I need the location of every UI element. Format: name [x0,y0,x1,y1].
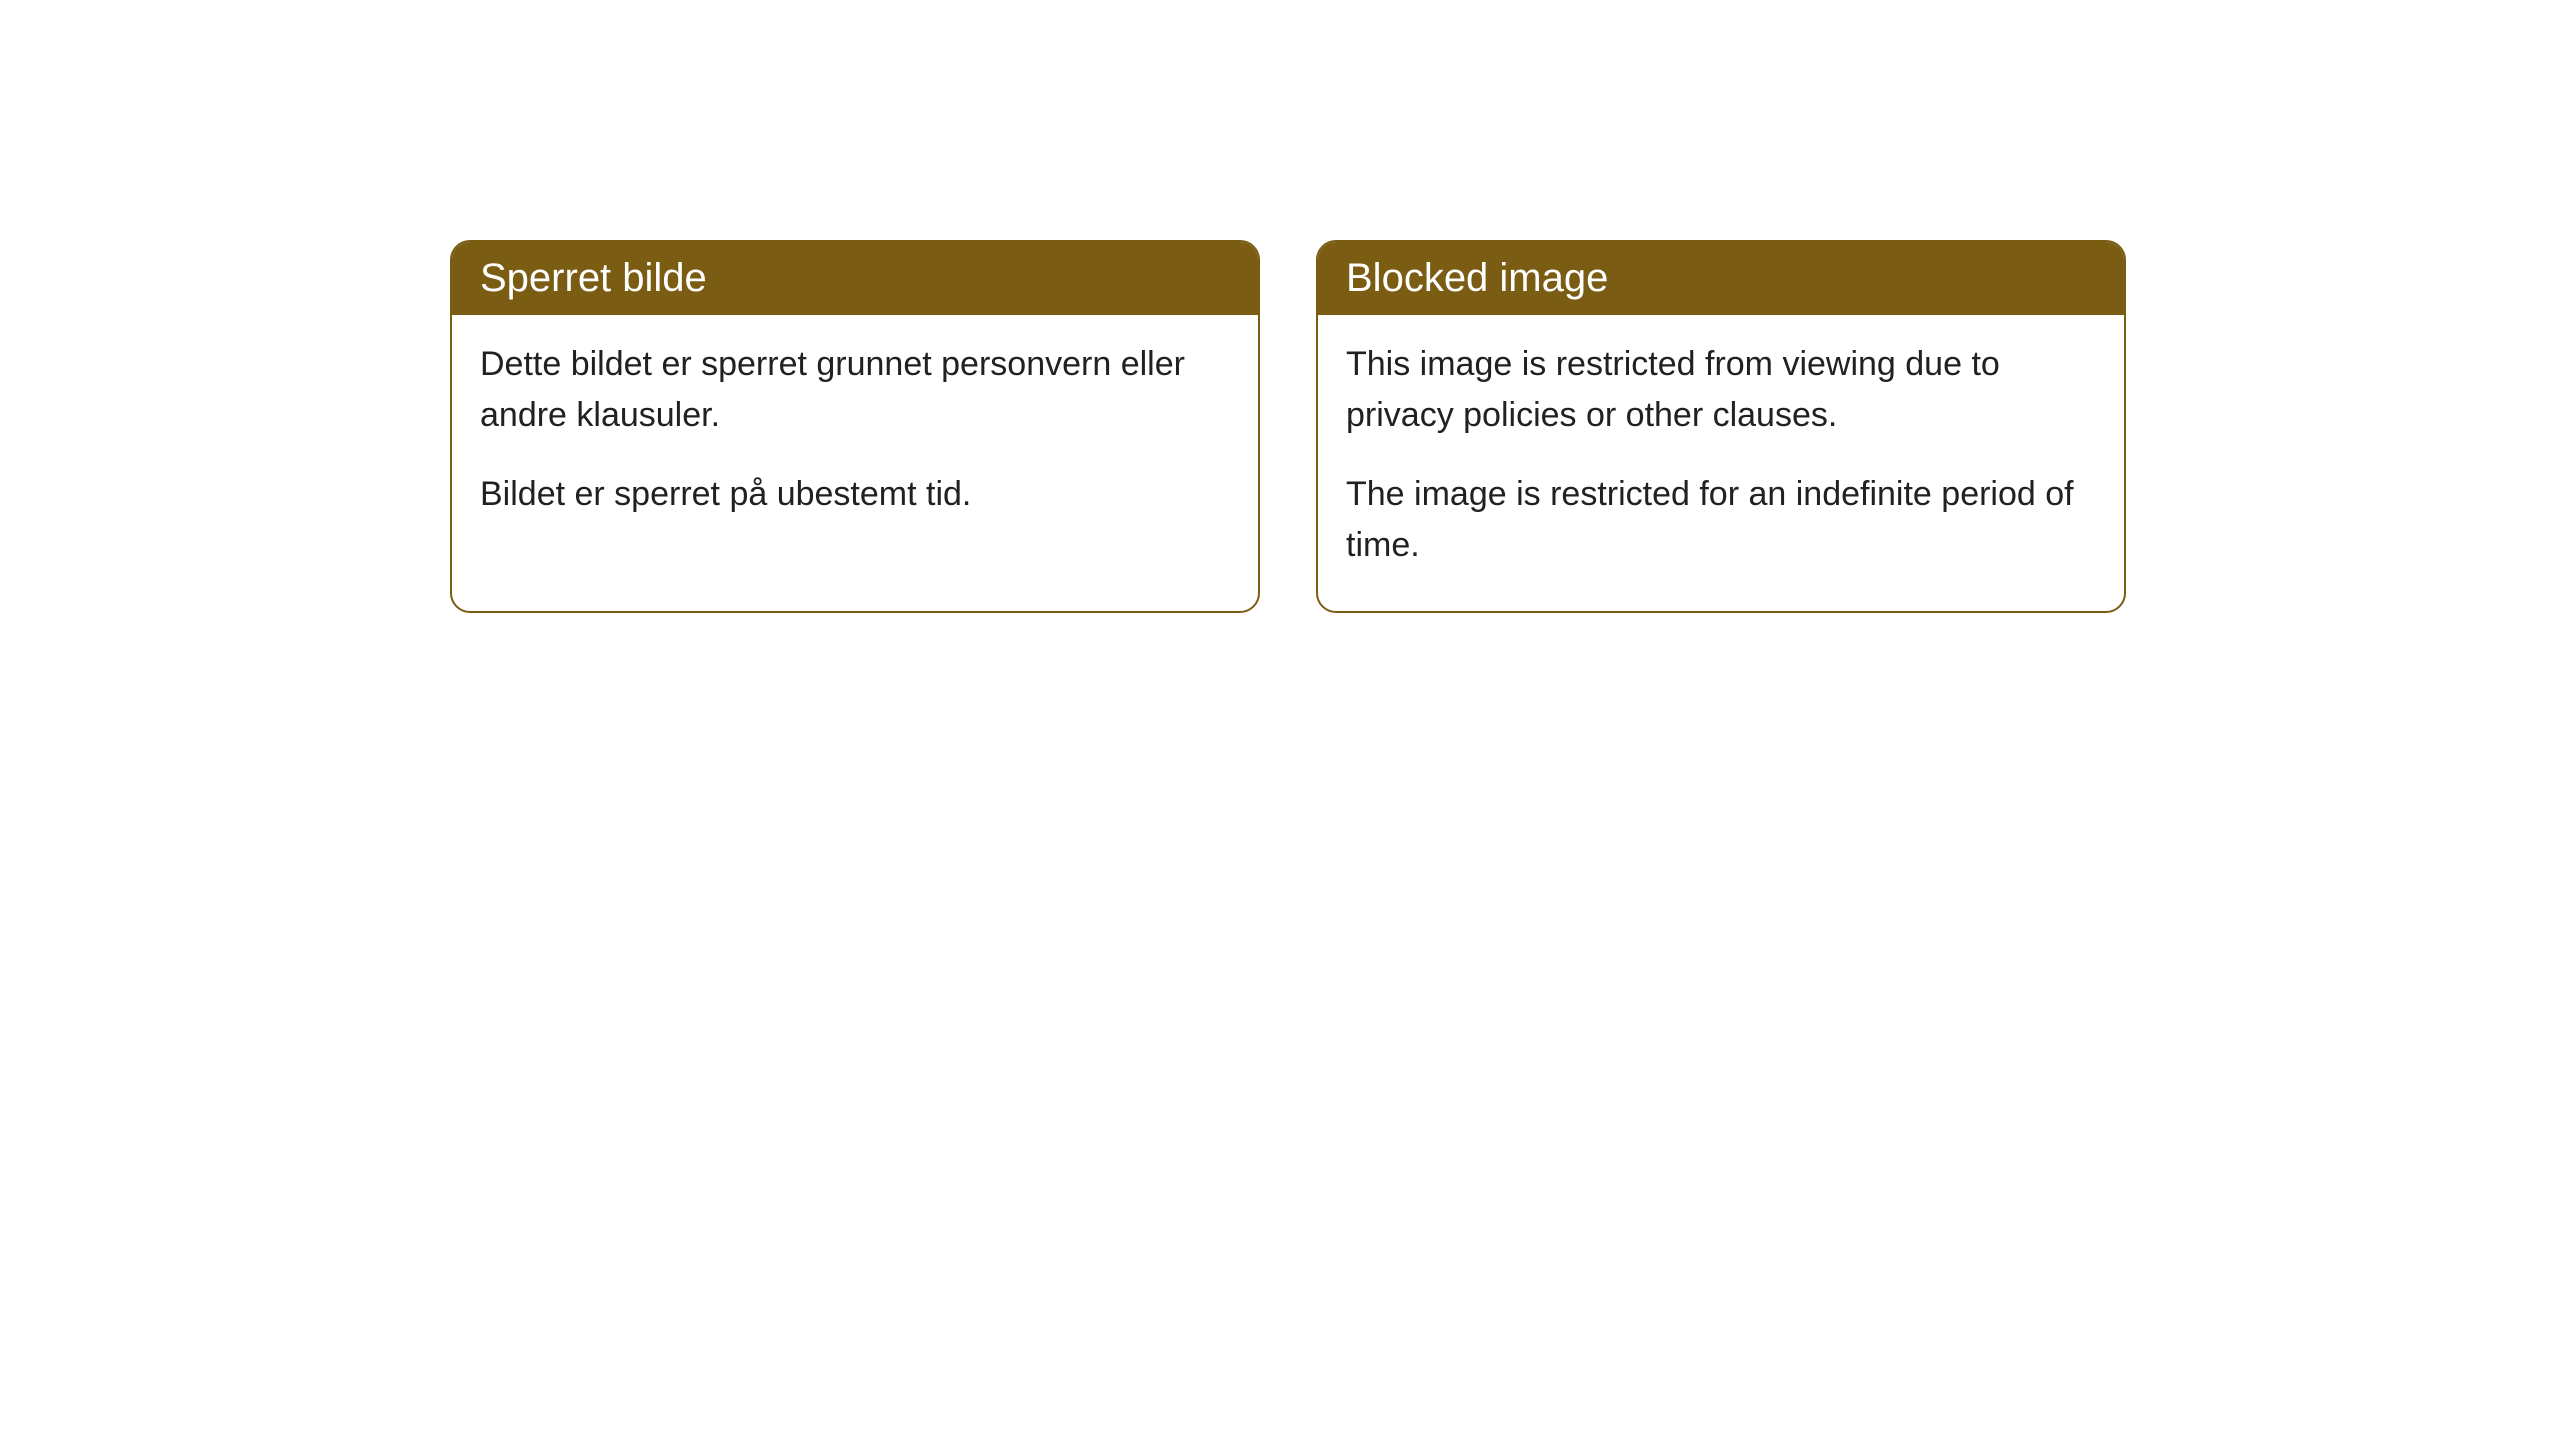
card-paragraph-english-1: This image is restricted from viewing du… [1346,339,2096,441]
cards-container: Sperret bilde Dette bildet er sperret gr… [450,240,2560,613]
card-paragraph-english-2: The image is restricted for an indefinit… [1346,469,2096,571]
card-english: Blocked image This image is restricted f… [1316,240,2126,613]
card-body-english: This image is restricted from viewing du… [1318,315,2124,611]
card-header-english: Blocked image [1318,242,2124,315]
card-paragraph-norwegian-2: Bildet er sperret på ubestemt tid. [480,469,1230,520]
card-norwegian: Sperret bilde Dette bildet er sperret gr… [450,240,1260,613]
card-title-english: Blocked image [1346,256,1608,300]
card-paragraph-norwegian-1: Dette bildet er sperret grunnet personve… [480,339,1230,441]
card-title-norwegian: Sperret bilde [480,256,707,300]
card-header-norwegian: Sperret bilde [452,242,1258,315]
card-body-norwegian: Dette bildet er sperret grunnet personve… [452,315,1258,560]
